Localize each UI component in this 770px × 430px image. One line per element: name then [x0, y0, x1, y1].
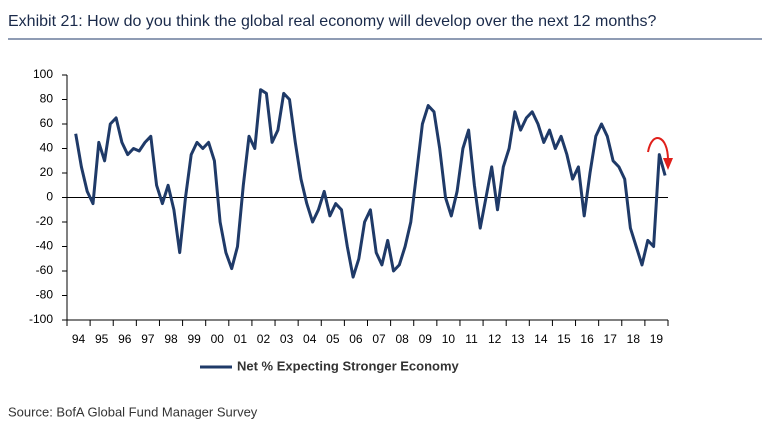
x-tick-label: 15: [557, 332, 571, 346]
x-tick-label: 00: [211, 332, 225, 346]
x-tick-label: 04: [303, 332, 317, 346]
x-tick-label: 06: [349, 332, 363, 346]
x-tick-label: 19: [650, 332, 664, 346]
x-tick-label: 12: [488, 332, 502, 346]
source-note: Source: BofA Global Fund Manager Survey: [8, 404, 258, 419]
x-tick-label: 98: [164, 332, 178, 346]
x-tick-label: 03: [280, 332, 294, 346]
x-tick-label: 13: [511, 332, 525, 346]
data-line: [74, 88, 667, 279]
x-tick-label: 09: [419, 332, 433, 346]
y-tick-label: 60: [40, 116, 54, 130]
legend-label: Net % Expecting Stronger Economy: [237, 358, 460, 373]
y-tick-label: 40: [40, 141, 54, 155]
x-tick-label: 05: [326, 332, 340, 346]
x-tick-label: 94: [72, 332, 86, 346]
chart-title: Exhibit 21: How do you think the global …: [8, 13, 656, 30]
x-tick-label: 18: [627, 332, 641, 346]
annotation-arrow: [647, 137, 669, 161]
y-tick-label: 100: [33, 67, 53, 81]
y-tick-label: -40: [36, 239, 54, 253]
x-tick-label: 02: [257, 332, 271, 346]
x-tick-label: 95: [95, 332, 109, 346]
x-tick-label: 97: [141, 332, 155, 346]
x-tick-label: 11: [465, 332, 478, 346]
x-tick-label: 08: [395, 332, 409, 346]
x-tick-label: 16: [580, 332, 594, 346]
y-tick-label: -80: [36, 288, 54, 302]
x-tick-label: 01: [234, 332, 248, 346]
y-tick-label: -100: [29, 312, 53, 326]
y-tick-label: -20: [36, 214, 54, 228]
annotation-arrowhead: [663, 158, 673, 170]
y-tick-label: 20: [40, 165, 54, 179]
x-tick-label: 96: [118, 332, 132, 346]
y-tick-label: -60: [36, 263, 54, 277]
x-tick-label: 07: [372, 332, 386, 346]
x-tick-label: 99: [187, 332, 201, 346]
y-tick-label: 0: [46, 190, 53, 204]
y-tick-label: 80: [40, 92, 54, 106]
x-tick-label: 14: [534, 332, 548, 346]
x-tick-label: 17: [604, 332, 618, 346]
x-tick-label: 10: [442, 332, 456, 346]
